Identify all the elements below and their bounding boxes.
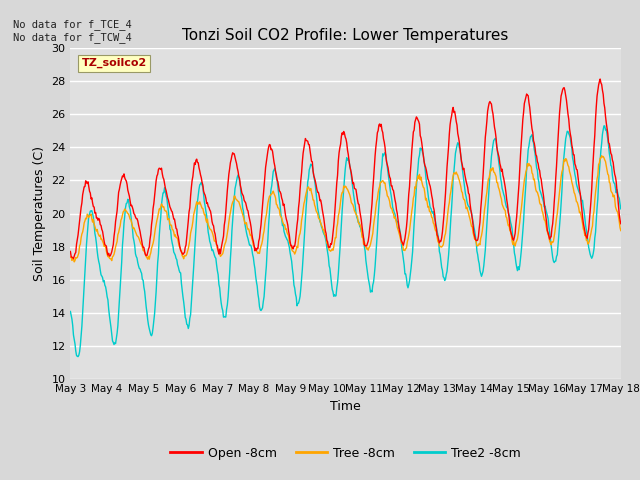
Text: TZ_soilco2: TZ_soilco2 xyxy=(81,58,147,68)
Y-axis label: Soil Temperatures (C): Soil Temperatures (C) xyxy=(33,146,45,281)
Text: No data for f_TCE_4
No data for f_TCW_4: No data for f_TCE_4 No data for f_TCW_4 xyxy=(13,19,132,43)
Legend: Open -8cm, Tree -8cm, Tree2 -8cm: Open -8cm, Tree -8cm, Tree2 -8cm xyxy=(165,442,526,465)
Title: Tonzi Soil CO2 Profile: Lower Temperatures: Tonzi Soil CO2 Profile: Lower Temperatur… xyxy=(182,28,509,43)
X-axis label: Time: Time xyxy=(330,400,361,413)
